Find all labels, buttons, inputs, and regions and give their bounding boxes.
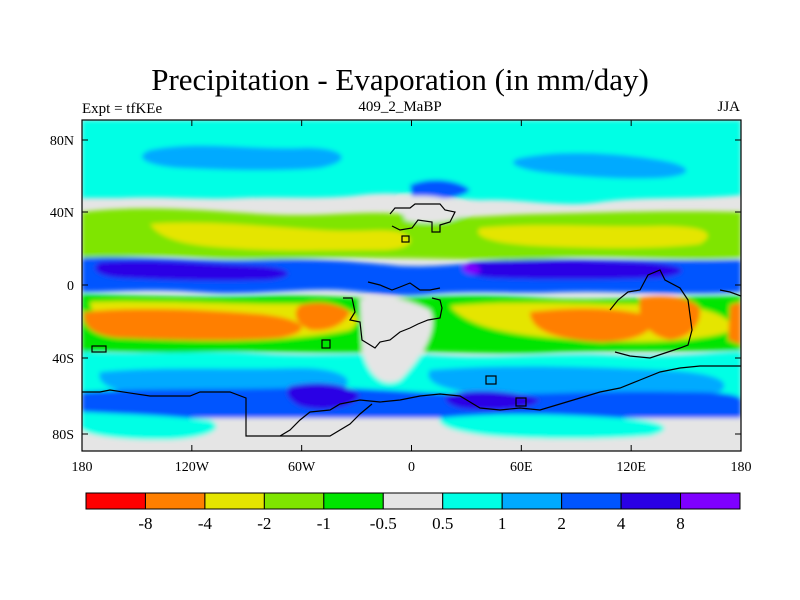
arctic-aqua-band [82,120,741,204]
colorbar-swatch [561,492,622,510]
north-blue-blob [410,179,470,199]
x-axis: 180 120W 60W 0 60E 120E 180 [72,120,752,475]
land-gray-americas [360,296,433,383]
y-tick-label: 0 [67,279,74,294]
x-tick-label: 60W [288,460,316,475]
x-tick-label: 180 [731,460,752,475]
colorbar-swatch [204,492,265,510]
south-orange-atlantic [295,302,350,331]
colorbar-swatch [263,492,325,510]
antarctic-aqua-east [439,414,665,439]
chart-title: Precipitation - Evaporation (in mm/day) [151,62,649,97]
arctic-sky-patch [141,145,342,171]
x-tick-label: 0 [408,460,415,475]
colorbar-label: -8 [138,514,152,533]
experiment-label: Expt = tfKEe [82,101,163,117]
coastline-central-america [367,281,441,291]
colorbar-label: 0.5 [432,514,453,533]
colorbar-label: -1 [317,514,331,533]
equatorial-indigo-east [464,259,682,280]
southern-indigo-patch [287,383,360,410]
coastline-south-america [343,297,443,349]
y-tick-label: 40N [50,206,74,221]
arctic-sky-patch-east [512,152,687,179]
x-tick-label: 120E [616,460,646,475]
coastline-antarctica [82,365,741,437]
colorbar-label: 2 [557,514,566,533]
southern-sky-band [99,368,348,395]
coastline-africa-east [609,269,693,359]
north-yellow-band-east [478,225,708,248]
coastline-island-5 [515,397,527,407]
colorbar-swatch [323,492,384,510]
colorbar-swatch [680,492,741,510]
map-field [82,120,741,451]
south-orange-east-edge [728,302,741,345]
y-tick-label: 40S [52,352,74,367]
y-axis: 80N 40N 0 40S 80S [50,134,741,443]
south-orange-australia [639,296,701,340]
colorbar-label: -2 [257,514,271,533]
coastline-island-4 [485,375,497,385]
coastline-north-america [389,203,456,233]
colorbar: -8 -4 -2 -1 -0.5 0.5 1 2 4 8 [85,492,741,533]
equatorial-indigo-west [95,260,289,281]
colorbar-swatch [501,492,563,510]
time-label: 409_2_MaBP [358,99,442,115]
equatorial-violet-spot [462,264,481,274]
y-tick-label: 80S [52,428,74,443]
coastline-island-1 [401,235,410,243]
x-tick-label: 120W [175,460,210,475]
colorbar-label: -4 [198,514,213,533]
south-orange-west [83,308,302,341]
season-label: JJA [717,99,740,115]
southern-blue-band [82,387,741,418]
south-orange-east [530,308,653,342]
coastline-island-2 [91,345,107,353]
colorbar-label: -0.5 [370,514,397,533]
antarctic-aqua-west [82,412,217,440]
colorbar-swatch [442,492,503,510]
colorbar-label: 8 [676,514,685,533]
coastline-antarctic-peninsula [280,403,373,437]
colorbar-label: 1 [498,514,507,533]
x-tick-label: 180 [72,460,93,475]
southern-sky-band-east [428,366,725,398]
coastline-australia-edge [719,289,741,297]
north-yellow-band [150,222,411,251]
colorbar-swatch [144,492,206,510]
y-tick-label: 80N [50,134,74,149]
colorbar-swatch [85,492,146,510]
colorbar-swatch [382,492,444,510]
colorbar-label: 4 [617,514,626,533]
coastlines [82,203,741,437]
coastline-island-3 [321,339,331,349]
colorbar-swatch [620,492,682,510]
x-tick-label: 60E [510,460,533,475]
